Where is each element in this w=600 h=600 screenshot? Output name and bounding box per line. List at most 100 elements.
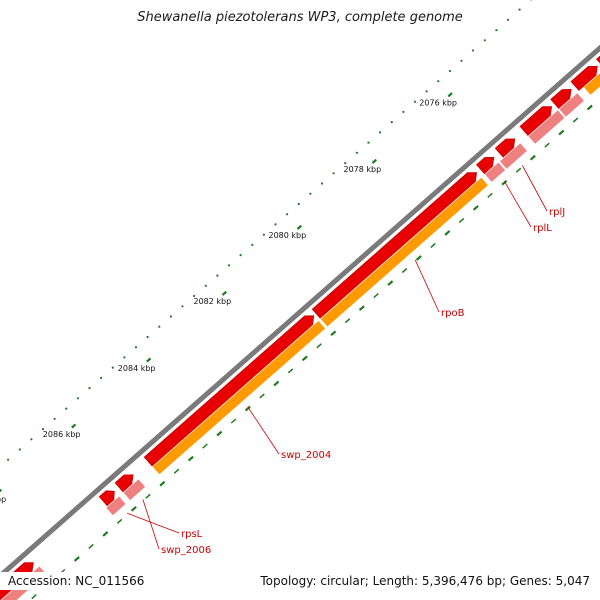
gene-leader-line (127, 512, 180, 534)
scale-dot (506, 18, 510, 21)
scale-tick (230, 418, 237, 424)
cds-upstream-3 (570, 65, 598, 91)
scale-tick (102, 531, 109, 537)
scale-dot (111, 366, 114, 369)
scale-tick (159, 480, 166, 487)
scale-dot (158, 325, 161, 328)
scale-tick (173, 468, 180, 474)
gene-labels: rplJ rplL rpoB swp_2004 rpsL swp_2006 (127, 165, 565, 556)
scale-tick (301, 355, 308, 362)
scale-tick (73, 556, 80, 562)
scale-dot (18, 448, 21, 451)
gene-rplL (485, 162, 506, 182)
genome-summary-text: Topology: circular; Length: 5,396,476 bp… (260, 574, 590, 588)
major-tick (146, 357, 152, 363)
cds-rpsL (98, 490, 115, 507)
cds-upstream-4 (596, 55, 600, 64)
cds-swp-2006-upper (114, 474, 134, 493)
gene-leader-line (504, 181, 532, 228)
scale-tick (401, 268, 408, 274)
scale-tick (358, 305, 365, 311)
major-tick (371, 158, 378, 164)
scale-dot (437, 80, 440, 83)
scale-dot (169, 315, 172, 318)
scale-dot (495, 29, 498, 32)
gene-upstream-1 (528, 110, 565, 144)
scale-tick (515, 167, 522, 173)
gene-label: rpoB (441, 308, 465, 319)
scale-tick (472, 205, 479, 211)
scale-label: 2084 kbp (118, 364, 156, 373)
scale-tick (244, 405, 251, 412)
cds-rplJ (494, 138, 516, 158)
scale-tick (187, 455, 194, 462)
cds-upstream-1 (519, 106, 553, 136)
scale-label: 2086 kbp (43, 430, 81, 439)
scale-label: 2078 kbp (344, 165, 382, 174)
scale-tick (387, 280, 394, 286)
scale-dot (100, 376, 103, 379)
major-tick (71, 423, 77, 429)
map-title: Shewanella piezotolerans WP3, complete g… (137, 10, 463, 25)
scale-dot (367, 141, 370, 144)
scale-labels: 2076 kbp 2078 kbp 2080 kbp 2082 kbp 2084 kbp… (0, 99, 457, 505)
scale-dot (297, 202, 300, 206)
gene-leader-line (414, 259, 440, 313)
scale-dot (355, 151, 358, 154)
scale-tick (586, 104, 593, 111)
scale-dot (332, 172, 335, 175)
scale-tick (458, 217, 465, 223)
scale-dot (123, 356, 126, 359)
scale-dot (53, 417, 56, 420)
cds-swp-2004-reverse (152, 321, 326, 475)
scale-tick (501, 179, 508, 186)
major-tick (221, 290, 228, 296)
scale-tick (344, 318, 351, 324)
gene-rplJ (500, 143, 527, 169)
scale-tick (373, 293, 379, 299)
scale-dot (274, 223, 277, 226)
major-tick (0, 488, 3, 493)
scale-dot (30, 438, 33, 441)
gene-label: rpsL (181, 529, 203, 540)
scale-tick (529, 154, 536, 161)
scale-label: 2076 kbp (419, 99, 457, 108)
gene-leader-line (247, 406, 280, 455)
cds-upstream-2 (550, 88, 572, 109)
cds-rpoB-reverse (320, 177, 488, 327)
cds-swp-2004 (143, 315, 315, 467)
scale-tick (202, 443, 208, 449)
scale-tick (572, 117, 579, 123)
scale-tick (259, 393, 265, 399)
scale-dot (530, 0, 533, 1)
scale-dot (448, 69, 451, 73)
scale-dot (483, 39, 486, 42)
gene-leader-line (142, 499, 160, 550)
gene-upstream-2 (559, 93, 584, 117)
scale-dot (216, 274, 219, 277)
scale-dot (460, 59, 463, 62)
scale-dot (181, 305, 184, 308)
scale-tick (316, 343, 322, 349)
scale-dot (472, 49, 475, 52)
scale-tick (544, 142, 550, 148)
scale-dot (379, 131, 382, 134)
scale-dot (344, 162, 347, 165)
footer: Accession: NC_011566 Topology: circular;… (0, 572, 600, 590)
features (0, 55, 600, 600)
scale-ticks (31, 104, 593, 600)
scale-dot (262, 233, 265, 236)
scale-label: 2088 kbp (0, 495, 6, 504)
scale-dot (402, 110, 405, 113)
scale-label: 2080 kbp (269, 231, 307, 240)
scale-dot (193, 294, 196, 298)
cds-rpoB (311, 172, 478, 319)
scale-dot (239, 254, 242, 257)
scale-dot (413, 100, 417, 103)
scale-tick (330, 330, 337, 337)
gene-label: swp_2004 (281, 450, 331, 461)
scale-tick (487, 192, 493, 198)
